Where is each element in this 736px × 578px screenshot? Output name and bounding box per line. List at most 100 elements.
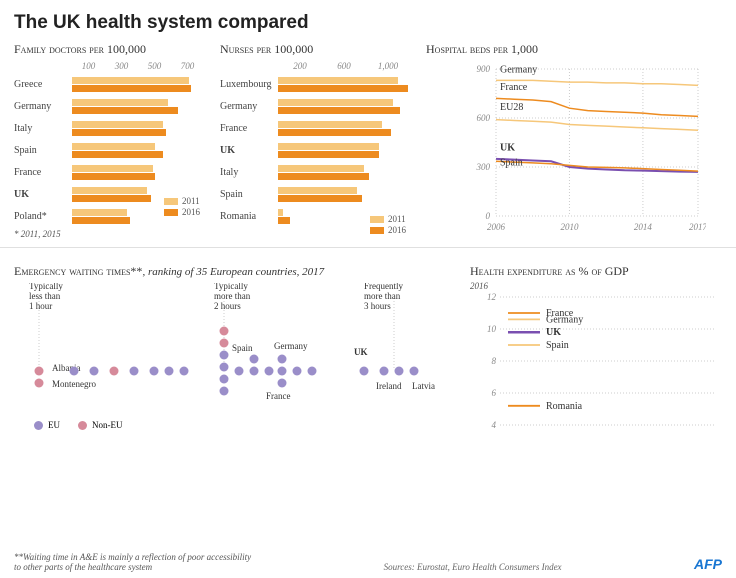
expenditure-title: Health expenditure as % of GDP (470, 264, 722, 279)
bar-label: Greece (14, 79, 72, 90)
bar-row: Italy (14, 117, 204, 139)
legend-row: 2011 (164, 196, 200, 206)
bar-2011 (72, 99, 168, 106)
bar-row: Spain (14, 139, 204, 161)
svg-text:12: 12 (487, 292, 497, 302)
bar-row: UK (220, 139, 410, 161)
svg-text:Ireland: Ireland (376, 381, 402, 391)
afp-logo: AFP (694, 556, 722, 572)
bar-label: Germany (14, 101, 72, 112)
svg-text:France: France (500, 82, 528, 93)
beds-svg: 03006009002006201020142017GermanyFranceE… (426, 61, 706, 236)
svg-text:2014: 2014 (634, 222, 653, 232)
svg-text:Romania: Romania (546, 401, 583, 412)
doctors-note: * 2011, 2015 (14, 229, 204, 239)
axis-tick: 500 (138, 61, 171, 71)
bar-label: Italy (220, 167, 278, 178)
svg-text:Typically: Typically (29, 283, 63, 291)
legend-swatch (164, 209, 178, 216)
svg-text:Germany: Germany (500, 64, 537, 75)
bar-2016 (72, 217, 130, 224)
waiting-chart: Emergency waiting times**, ranking of 35… (14, 264, 454, 436)
svg-text:10: 10 (487, 324, 497, 334)
axis-tick: 1,000 (366, 61, 410, 71)
bar-2016 (278, 195, 362, 202)
bar-2011 (72, 143, 155, 150)
bar-2016 (278, 85, 408, 92)
svg-text:Spain: Spain (232, 343, 253, 353)
bar-2011 (278, 165, 364, 172)
svg-text:300: 300 (476, 162, 491, 172)
svg-text:6: 6 (492, 388, 497, 398)
waiting-title: Emergency waiting times**, ranking of 35… (14, 264, 454, 279)
svg-text:2 hours: 2 hours (214, 301, 241, 311)
svg-text:Frequently: Frequently (364, 283, 403, 291)
bar-row: Luxembourg (220, 73, 410, 95)
svg-text:more than: more than (364, 291, 401, 301)
bar-label: Italy (14, 123, 72, 134)
svg-text:Spain: Spain (546, 340, 569, 351)
legend-label: Non-EU (92, 420, 123, 430)
doctors-chart: Family doctors per 100,000 100300500700 … (14, 42, 204, 241)
legend-row: 2011 (370, 214, 406, 224)
bar-row: Greece (14, 73, 204, 95)
bar-label: Germany (220, 101, 278, 112)
bar-2016 (278, 217, 290, 224)
bar-row: Germany (14, 95, 204, 117)
legend-label: 2011 (182, 196, 200, 206)
axis-tick: 100 (72, 61, 105, 71)
svg-text:Germany: Germany (546, 314, 583, 325)
legend-swatch (164, 198, 178, 205)
svg-text:more than: more than (214, 291, 251, 301)
svg-text:1 hour: 1 hour (29, 301, 52, 311)
bar-2011 (278, 77, 398, 84)
legend-row: 2016 (370, 225, 406, 235)
svg-text:8: 8 (492, 356, 497, 366)
legend-row: 2016 (164, 207, 200, 217)
axis-tick: 600 (322, 61, 366, 71)
bar-2016 (72, 85, 191, 92)
expenditure-svg: 4681012FranceGermanyUKSpainRomania (470, 291, 720, 431)
bar-row: France (14, 161, 204, 183)
waiting-subtitle: , ranking of 35 European countries, 2017 (142, 266, 324, 278)
expenditure-chart: Health expenditure as % of GDP 2016 4681… (470, 264, 722, 436)
bar-2016 (278, 151, 379, 158)
svg-text:Spain: Spain (500, 157, 523, 168)
bar-2016 (72, 107, 178, 114)
bar-2011 (72, 209, 127, 216)
svg-text:4: 4 (492, 420, 497, 430)
waiting-footnote: **Waiting time in A&E is mainly a reflec… (14, 552, 251, 572)
bar-2011 (72, 187, 147, 194)
bar-2016 (278, 173, 369, 180)
bar-label: UK (14, 189, 72, 200)
nurses-title: Nurses per 100,000 (220, 42, 410, 57)
legend-row: EU (34, 420, 60, 430)
bar-2011 (72, 121, 163, 128)
bar-2011 (72, 165, 153, 172)
bar-2011 (278, 187, 357, 194)
svg-text:EU28: EU28 (500, 102, 523, 113)
svg-text:Germany: Germany (274, 341, 308, 351)
waiting-svg: Typicallyless than1 hourTypicallymore th… (14, 283, 444, 413)
bar-2016 (278, 129, 391, 136)
bar-label: Luxembourg (220, 79, 278, 90)
bar-2011 (278, 143, 379, 150)
svg-text:Montenegro: Montenegro (52, 379, 96, 389)
doctors-legend: 20112016 (164, 196, 200, 217)
beds-chart: Hospital beds per 1,000 0300600900200620… (426, 42, 722, 241)
doctors-title: Family doctors per 100,000 (14, 42, 204, 57)
bar-row: Italy (220, 161, 410, 183)
bar-label: France (14, 167, 72, 178)
bar-label: France (220, 123, 278, 134)
legend-dot (34, 421, 43, 430)
axis-tick: 300 (105, 61, 138, 71)
axis-tick: 700 (171, 61, 204, 71)
legend-swatch (370, 227, 384, 234)
svg-text:France: France (266, 391, 291, 401)
bar-2016 (72, 173, 155, 180)
bar-2016 (72, 129, 166, 136)
bar-2011 (278, 121, 382, 128)
bar-2011 (72, 77, 189, 84)
beds-title: Hospital beds per 1,000 (426, 42, 722, 57)
svg-text:0: 0 (486, 211, 491, 221)
